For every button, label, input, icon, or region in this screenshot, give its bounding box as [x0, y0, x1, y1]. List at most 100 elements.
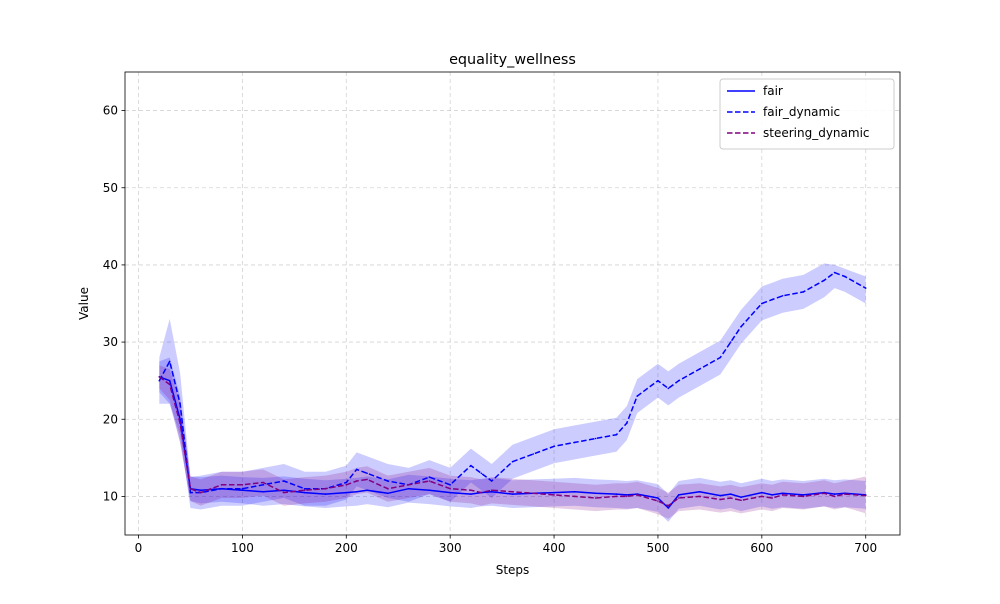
- steering-dynamic-point: [428, 480, 431, 482]
- fair-dynamic-point: [511, 460, 514, 463]
- fair-dynamic-point: [802, 291, 805, 293]
- fair-dynamic-point: [636, 395, 638, 397]
- steering-dynamic-point: [262, 481, 265, 484]
- steering-dynamic-point: [823, 492, 825, 495]
- fair-point: [833, 493, 836, 495]
- y-tick-label: 20: [103, 412, 118, 426]
- steering-dynamic-point: [470, 489, 472, 492]
- fair-point: [241, 489, 244, 492]
- fair-point: [729, 493, 732, 495]
- fair-dynamic-point: [594, 437, 597, 440]
- x-tick-label: 0: [135, 541, 143, 555]
- fair-dynamic-point: [428, 476, 431, 478]
- fair-dynamic-point: [781, 295, 784, 297]
- fair-dynamic-point: [303, 487, 306, 490]
- fair-point: [594, 492, 597, 495]
- legend-label-steering-dynamic: steering_dynamic: [763, 126, 870, 140]
- steering-dynamic-point: [345, 484, 348, 486]
- steering-dynamic-point: [179, 422, 181, 424]
- fair-point: [262, 491, 265, 493]
- x-tick-label: 100: [231, 541, 254, 555]
- steering-dynamic-point: [158, 376, 161, 378]
- fair-dynamic-point: [366, 472, 368, 475]
- fair-dynamic-point: [761, 302, 763, 305]
- fair-point: [407, 487, 410, 490]
- fair-dynamic-point: [729, 341, 732, 343]
- steering-dynamic-point: [719, 498, 722, 501]
- fair-band: [159, 357, 866, 522]
- steering-dynamic-point: [761, 495, 763, 498]
- legend-label-fair: fair: [763, 84, 783, 98]
- fair-dynamic-point: [771, 298, 773, 301]
- fair-point: [324, 493, 327, 495]
- steering-dynamic-point: [532, 492, 535, 495]
- fair-point: [574, 491, 576, 493]
- x-tick-label: 400: [543, 541, 566, 555]
- fair-point: [802, 494, 805, 496]
- fair-dynamic-point: [532, 453, 535, 455]
- legend-box: [719, 78, 895, 150]
- fair-point: [387, 492, 389, 495]
- fair-point: [719, 494, 722, 497]
- y-tick-label: 30: [103, 335, 118, 349]
- steering-dynamic-point: [480, 491, 483, 494]
- fair-dynamic-point: [158, 379, 161, 382]
- steering-dynamic-point: [781, 494, 784, 496]
- fair-point: [615, 493, 618, 495]
- series-lines: [158, 271, 867, 509]
- steering-dynamic-point: [553, 494, 555, 496]
- steering-dynamic-point: [677, 497, 680, 499]
- y-tick-label: 50: [103, 181, 118, 195]
- steering-dynamic-point: [636, 494, 638, 496]
- fair-point: [771, 494, 773, 496]
- fair-point: [667, 507, 670, 509]
- steering-dynamic-point: [802, 495, 805, 498]
- steering-dynamic-point: [594, 497, 597, 499]
- steering-dynamic-point: [241, 484, 244, 486]
- fair-point: [698, 491, 701, 493]
- y-axis-label: Value: [77, 287, 91, 320]
- fair-point: [677, 494, 680, 496]
- steering-dynamic-point: [657, 500, 659, 502]
- fair-dynamic-point: [823, 279, 825, 282]
- fair-dynamic-point: [626, 422, 628, 424]
- fair-point: [366, 489, 368, 492]
- fair-dynamic-point: [220, 487, 223, 490]
- fair-dynamic-point: [844, 275, 846, 278]
- steering-dynamic-point: [833, 495, 836, 498]
- fair-dynamic-point: [262, 484, 265, 486]
- steering-dynamic-point: [698, 495, 701, 498]
- fair-dynamic-point: [480, 472, 483, 475]
- fair-dynamic-point: [719, 356, 722, 359]
- fair-dynamic-point: [189, 491, 192, 494]
- fair-dynamic-point: [657, 379, 659, 382]
- fair-dynamic-point: [574, 441, 576, 444]
- steering-dynamic-point: [387, 487, 389, 490]
- fair-dynamic-point: [168, 360, 171, 363]
- fair-dynamic-point: [833, 271, 836, 274]
- fair-dynamic-point: [667, 387, 670, 390]
- fair-dynamic-point: [864, 287, 867, 289]
- y-tick-label: 10: [103, 489, 118, 503]
- fair-point: [428, 489, 431, 492]
- steering-dynamic-point: [407, 484, 410, 486]
- steering-dynamic-point: [303, 489, 306, 492]
- steering-dynamic-point: [729, 497, 732, 499]
- fair-point: [449, 491, 452, 494]
- steering-dynamic-point: [283, 491, 285, 494]
- fair-point: [761, 491, 763, 494]
- steering-dynamic-point: [324, 487, 327, 490]
- fair-point: [553, 491, 555, 494]
- fair-dynamic-point: [283, 480, 285, 482]
- fair-dynamic-point: [449, 484, 452, 486]
- fair-point: [355, 491, 358, 493]
- fair-point: [740, 496, 742, 499]
- steering-dynamic-band: [159, 365, 866, 519]
- fair-dynamic-point: [387, 480, 389, 482]
- x-tick-label: 500: [646, 541, 669, 555]
- axis-ticks: 0 100 200 300 400 500 600 700 10 20 30 40 50 60: [103, 104, 877, 555]
- steering-dynamic-point: [667, 504, 670, 507]
- chart-title: equality_wellness: [449, 52, 576, 68]
- fair-point: [511, 493, 514, 495]
